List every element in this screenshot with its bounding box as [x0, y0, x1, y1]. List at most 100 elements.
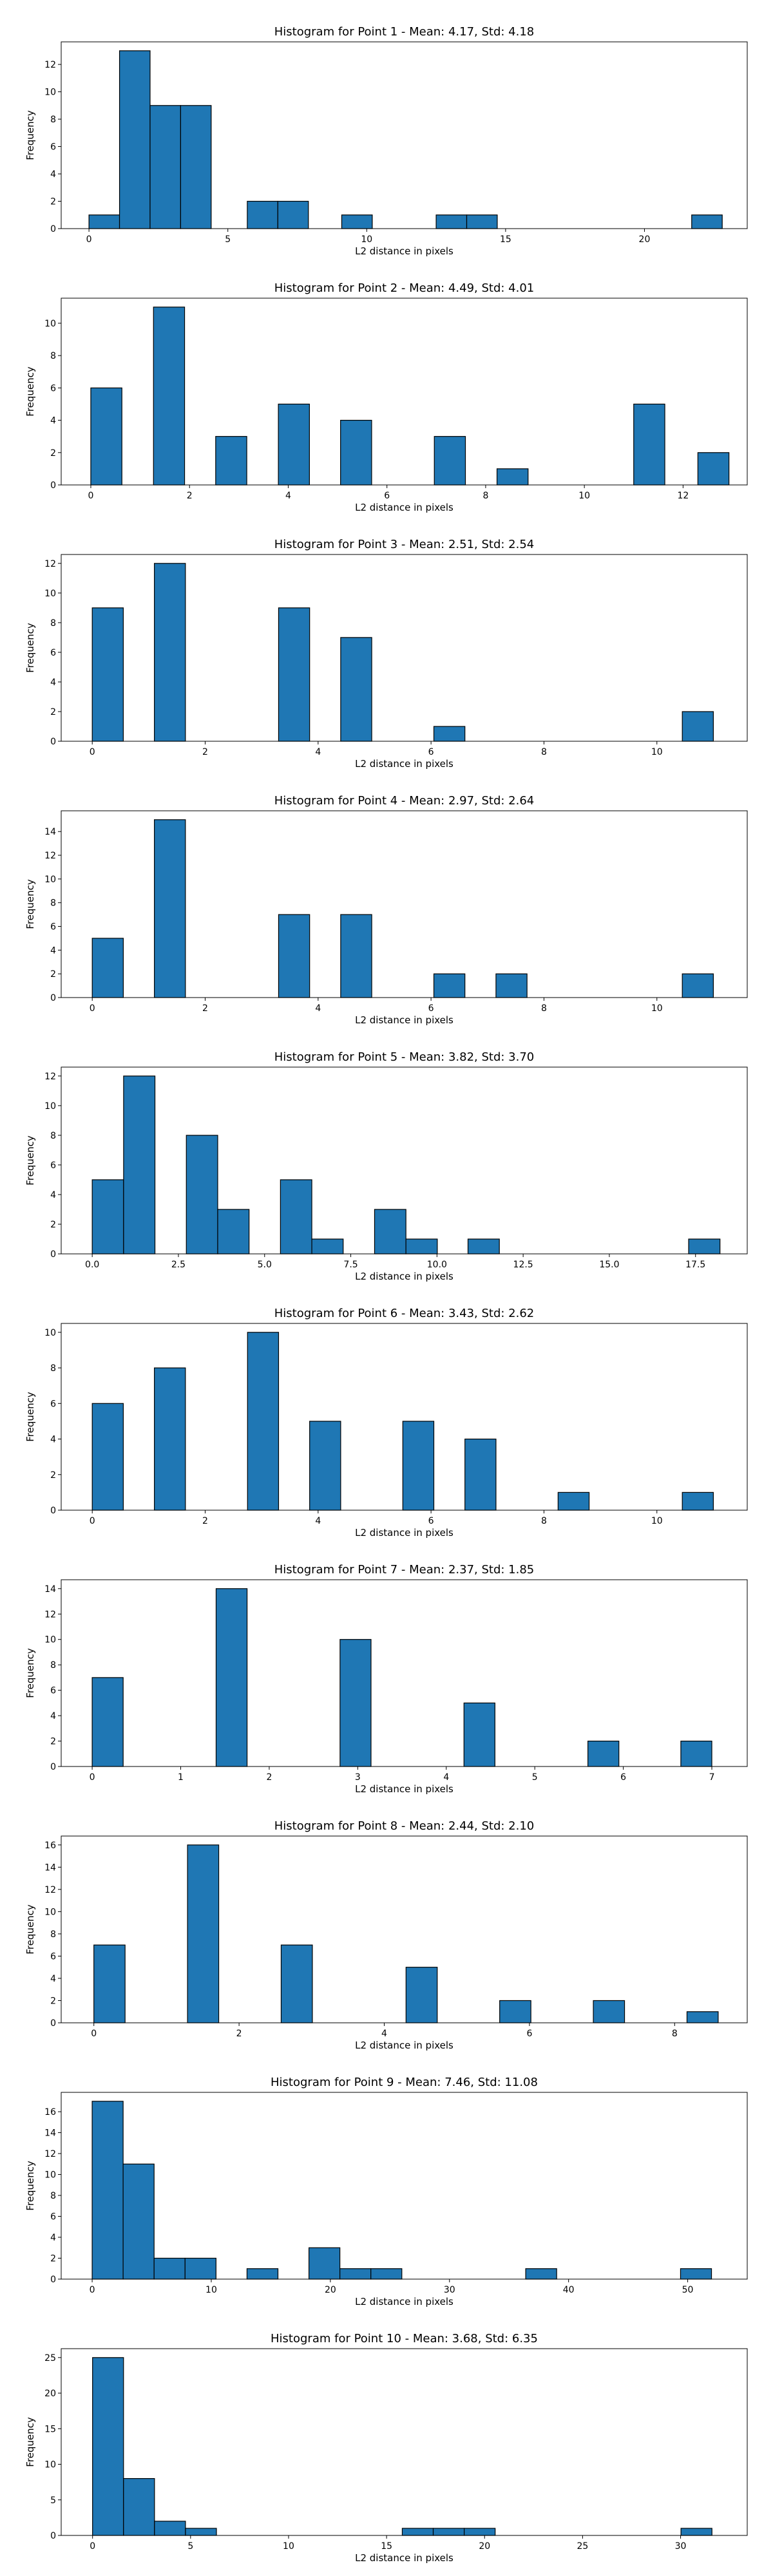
y-tick-label: 4 [50, 1974, 56, 1984]
y-tick-label: 2 [50, 707, 56, 717]
x-tick-label: 10 [651, 747, 663, 757]
histogram-bar [682, 711, 714, 742]
y-tick-label: 6 [50, 1399, 56, 1409]
y-tick-label: 0 [50, 2018, 56, 2029]
histogram-bar [277, 200, 309, 229]
y-tick-label: 6 [50, 922, 56, 933]
histogram-bar [215, 1588, 248, 1767]
y-tick-label: 8 [50, 618, 56, 629]
histogram-panel: Histogram for Point 6 - Mean: 3.43, Std:… [24, 1307, 748, 1539]
histogram-bar [340, 914, 372, 998]
axes-frame [61, 810, 748, 998]
y-tick-label: 20 [44, 2389, 56, 2399]
x-tick-label: 15 [500, 234, 511, 245]
y-tick-label: 0 [50, 1506, 56, 1516]
histogram-bar [691, 214, 723, 229]
histogram-bar [434, 436, 466, 486]
y-tick-label: 12 [44, 1072, 56, 1082]
histogram-panel: Histogram for Point 5 - Mean: 3.82, Std:… [24, 1050, 748, 1282]
x-tick-label: 10 [578, 491, 590, 501]
histogram-bars [91, 1588, 712, 1767]
x-tick-label: 0.0 [85, 1260, 99, 1270]
histogram-bar [88, 214, 120, 229]
x-tick-label: 2 [236, 2029, 242, 2039]
histogram-bar [119, 50, 151, 229]
histogram-bar [280, 1179, 312, 1255]
y-tick-label: 10 [44, 1101, 56, 1112]
x-tick-label: 6 [620, 1772, 626, 1783]
x-tick-label: 15.0 [599, 1260, 619, 1270]
chart-title: Histogram for Point 5 - Mean: 3.82, Std:… [274, 1050, 535, 1064]
histogram-bar [680, 1740, 712, 1767]
y-axis-label: Frequency [24, 1648, 36, 1698]
histogram-panel: Histogram for Point 7 - Mean: 2.37, Std:… [24, 1563, 748, 1795]
x-tick-label: 6 [384, 491, 390, 501]
histogram-bars [91, 2101, 712, 2280]
y-tick-label: 14 [44, 1862, 56, 1873]
axes-frame [61, 2092, 748, 2280]
x-tick-label: 6 [428, 747, 434, 757]
y-tick-label: 15 [44, 2424, 56, 2434]
x-tick-label: 0 [90, 2541, 95, 2552]
histogram-bar [278, 914, 310, 998]
histogram-bar [688, 1238, 721, 1255]
x-tick-label: 10 [651, 1516, 663, 1526]
y-tick-label: 4 [50, 169, 56, 180]
y-tick-label: 2 [50, 1470, 56, 1481]
x-tick-label: 2 [202, 1003, 208, 1014]
histogram-bar [593, 2000, 625, 2023]
y-tick-label: 4 [50, 2233, 56, 2243]
y-tick-label: 8 [50, 351, 56, 361]
x-tick-label: 4 [285, 491, 291, 501]
histogram-bar [91, 2101, 124, 2280]
axes-frame [61, 1579, 748, 1767]
histogram-bars [91, 1332, 714, 1511]
y-tick-label: 8 [50, 1363, 56, 1374]
histogram-bar [339, 2268, 372, 2280]
histogram-panel: Histogram for Point 10 - Mean: 3.68, Std… [24, 2332, 748, 2564]
histogram-bar [246, 2268, 279, 2280]
y-tick-label: 0 [50, 2275, 56, 2285]
x-axis-label: L2 distance in pixels [355, 2040, 453, 2051]
x-tick-label: 2 [202, 1516, 208, 1526]
histogram-bar [682, 1492, 714, 1511]
histogram-bar [633, 403, 665, 486]
y-tick-label: 14 [44, 2128, 56, 2139]
histogram-bar [123, 2478, 155, 2536]
x-tick-label: 4 [315, 1003, 321, 1014]
x-tick-label: 7 [709, 1772, 715, 1783]
histogram-bar [278, 607, 310, 742]
x-tick-label: 8 [541, 747, 547, 757]
y-tick-label: 10 [44, 589, 56, 599]
x-tick-label: 30 [675, 2541, 687, 2552]
histogram-bar [680, 2528, 712, 2536]
histogram-panel: Histogram for Point 9 - Mean: 7.46, Std:… [24, 2076, 748, 2307]
x-tick-label: 0 [86, 234, 92, 245]
histogram-bar [185, 2528, 217, 2536]
y-tick-label: 12 [44, 1609, 56, 1620]
chart-title: Histogram for Point 2 - Mean: 4.49, Std:… [274, 281, 535, 295]
x-tick-label: 4 [381, 2029, 387, 2039]
y-tick-label: 0 [50, 2531, 56, 2541]
y-tick-label: 0 [50, 993, 56, 1003]
x-tick-label: 15 [381, 2541, 392, 2552]
histogram-bars [93, 1844, 719, 2023]
axes-frame [61, 1835, 748, 2023]
y-tick-label: 6 [50, 1160, 56, 1171]
y-tick-label: 2 [50, 1737, 56, 1747]
histogram-bar [91, 1403, 124, 1511]
x-tick-label: 8 [482, 491, 488, 501]
histogram-bar [309, 1421, 341, 1511]
histogram-bar [278, 403, 310, 486]
histogram-bars [91, 1075, 721, 1255]
chart-title: Histogram for Point 4 - Mean: 2.97, Std:… [274, 794, 535, 808]
y-tick-label: 4 [50, 677, 56, 688]
y-tick-label: 2 [50, 448, 56, 459]
y-tick-label: 0 [50, 1249, 56, 1260]
y-tick-label: 10 [44, 875, 56, 885]
x-axis-label: L2 distance in pixels [355, 2552, 453, 2564]
y-axis-label: Frequency [24, 1392, 36, 1442]
histogram-bar [217, 1209, 250, 1255]
chart-title: Histogram for Point 1 - Mean: 4.17, Std:… [274, 25, 535, 39]
